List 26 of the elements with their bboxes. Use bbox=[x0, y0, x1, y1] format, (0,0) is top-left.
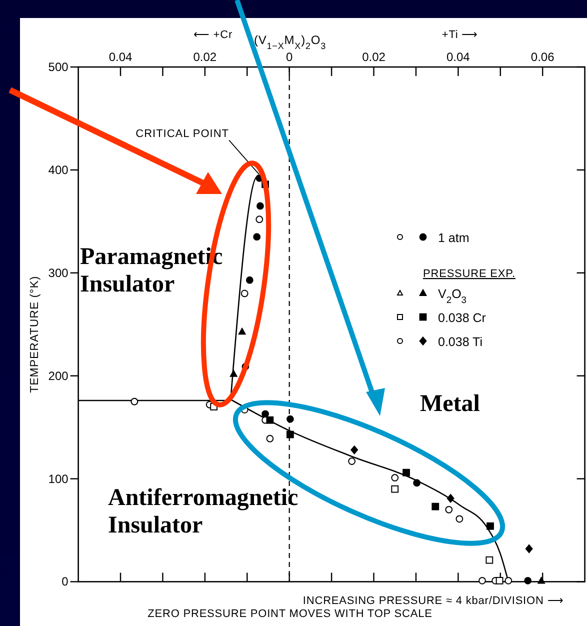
text: (V$_{1−X}$M$_{X}$)$_{2}$O$_{3}$ bbox=[254, 33, 326, 51]
legend-label: 1 atm bbox=[438, 231, 470, 245]
y-tick-label: 0 bbox=[62, 574, 69, 589]
x-tick-label: 0.04 bbox=[446, 50, 470, 64]
annotation: Metal bbox=[420, 391, 480, 417]
y-axis-title: TEMPERATURE (°K) bbox=[29, 276, 41, 393]
x-tick-label: 0.04 bbox=[108, 50, 133, 64]
y-tick-label: 300 bbox=[48, 266, 69, 280]
y-tick-label: 500 bbox=[48, 60, 69, 74]
legend-label: 0.038 Cr bbox=[438, 311, 486, 325]
legend-label: V$_{2}$O$_{3}$ bbox=[438, 287, 467, 305]
text: +Ti ⟶ bbox=[442, 29, 478, 41]
legend-label: 0.038 Ti bbox=[438, 335, 482, 349]
x-tick-label: 0 bbox=[286, 50, 293, 64]
text: ZERO PRESSURE POINT MOVES WITH TOP SCALE bbox=[148, 608, 432, 620]
x-tick-label: 0.02 bbox=[362, 50, 386, 64]
annotation: Antiferromagnetic Insulator bbox=[108, 485, 299, 539]
x-tick-label: 0.02 bbox=[193, 50, 217, 64]
annotation: CRITICAL POINT bbox=[136, 128, 230, 140]
x-axis-title: INCREASING PRESSURE ≈ 4 kbar/DIVISION ⟶ bbox=[302, 595, 564, 607]
legend-title: PRESSURE EXP. bbox=[423, 268, 516, 280]
y-tick-label: 100 bbox=[48, 472, 69, 486]
y-tick-label: 200 bbox=[48, 368, 69, 383]
y-tick-label: 400 bbox=[48, 162, 69, 177]
text: ⟵ +Cr bbox=[193, 29, 233, 41]
x-tick-label: 0.06 bbox=[530, 50, 555, 64]
